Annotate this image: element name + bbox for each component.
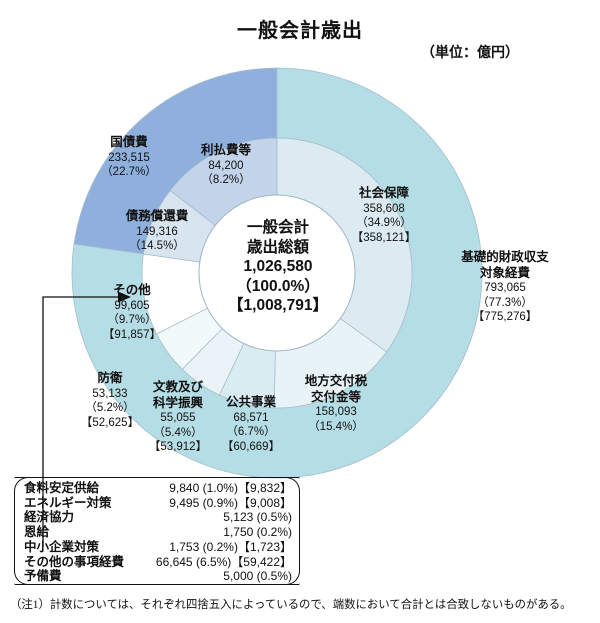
label-kisoteki-bracket: 【775,276】 — [472, 311, 538, 323]
legend-name: 食料安定供給 — [24, 481, 100, 495]
label-sonota-bracket: 【91,857】 — [102, 328, 162, 341]
label-chihou-percent: （15.4%） — [308, 420, 364, 433]
label-sonota-name: その他 — [113, 283, 151, 297]
legend-name: 予備費 — [24, 569, 62, 584]
label-bunkyou-value: 55,055 — [160, 412, 196, 424]
legend-row: エネルギー対策 9,495 (0.9%)【9,008】 — [24, 496, 292, 511]
label-sonota-percent: （9.7%） — [107, 314, 157, 326]
label-bouei-bracket: 【52,625】 — [80, 416, 140, 429]
legend-value: 9,840 (1.0%)【9,832】 — [169, 481, 292, 495]
label-sonota: その他 99,605 （9.7%） 【91,857】 — [88, 283, 176, 342]
center-line2: 歳出総額 — [246, 238, 309, 256]
center-hole — [198, 194, 356, 352]
legend-value: 66,645 (6.5%)【59,422】 — [155, 554, 292, 569]
label-koukyou-value: 68,571 — [233, 411, 269, 424]
legend-value: 1,750 (0.2%) — [223, 525, 292, 540]
legend-value: 5,123 (0.5%) — [223, 510, 292, 525]
legend-row: 経済協力 5,123 (0.5%) — [24, 510, 292, 525]
label-saimu-name: 債務償還費 — [125, 209, 189, 223]
legend-table: 食料安定供給 9,840 (1.0%)【9,832】 エネルギー対策 9,495… — [24, 481, 292, 584]
legend-value: 9,495 (0.9%)【9,008】 — [169, 495, 292, 510]
center-total-label: 一般会計 歳出総額 1,026,580 （100.0%） 【1,008,791】 — [192, 218, 364, 316]
legend-row: 恩給 1,750 (0.2%) — [24, 525, 292, 540]
label-shakaihosho-percent: （34.9%） — [356, 217, 412, 229]
label-shakaihosho-bracket: 【358,121】 — [351, 231, 417, 244]
legend-name: その他の事項経費 — [24, 554, 125, 569]
label-shakaihosho-name: 社会保障 — [358, 186, 409, 200]
footnote: （注1）計数については、それぞれ四捨五入によっているので、端数において合計とは合… — [10, 599, 572, 611]
legend-leader-line — [42, 291, 131, 547]
label-bunkyou: 文教及び 科学振興 55,055 （5.4%） 【53,912】 — [136, 380, 220, 455]
center-line1: 一般会計 — [246, 219, 309, 236]
legend-row: 食料安定供給 9,840 (1.0%)【9,832】 — [24, 481, 292, 496]
label-saimu: 債務償還費 149,316 （14.5%） — [104, 209, 210, 254]
label-kokusaihi-percent: （22.7%） — [101, 166, 157, 178]
label-koukyou-percent: （6.7%） — [226, 426, 276, 438]
unit-note: （単位：億円） — [421, 44, 519, 60]
label-sonota-value: 99,605 — [114, 299, 150, 312]
legend-name: エネルギー対策 — [24, 495, 112, 510]
label-kokusaihi-value: 233,515 — [108, 151, 150, 164]
legend-value: 1,753 (0.2%)【1,723】 — [169, 539, 292, 554]
label-chihou: 地方交付税 交付金等 158,093 （15.4%） — [282, 374, 390, 434]
label-chihou-name1: 地方交付税 — [304, 374, 368, 388]
label-shakaihosho-value: 358,608 — [363, 202, 405, 215]
label-bouei-value: 53,133 — [92, 387, 128, 400]
label-koukyou-bracket: 【60,669】 — [221, 440, 281, 453]
label-kisoteki-name2: 対象経費 — [479, 265, 530, 280]
center-amount: 1,026,580 — [243, 258, 313, 275]
legend-box — [14, 477, 300, 585]
label-bouei-name: 防衛 — [97, 371, 123, 385]
label-bunkyou-name1: 文教及び — [152, 380, 203, 394]
label-saimu-value: 149,316 — [136, 225, 178, 238]
center-bracket: 【1,008,791】 — [228, 297, 328, 314]
label-kisoteki-name1: 基礎的財政収支 — [461, 250, 549, 264]
legend-row: 中小企業対策 1,753 (0.2%)【1,723】 — [24, 540, 292, 555]
legend-name: 恩給 — [24, 525, 50, 540]
label-rifutsu-value: 84,200 — [208, 159, 244, 172]
page-title: 一般会計歳出 — [237, 20, 363, 42]
legend-row: 予備費 5,000 (0.5%) — [24, 569, 292, 584]
label-rifutsu-name: 利払費等 — [200, 143, 251, 157]
label-bunkyou-percent: （5.4%） — [153, 426, 203, 439]
legend-row: その他の事項経費 66,645 (6.5%)【59,422】 — [24, 555, 292, 570]
label-bunkyou-name2: 科学振興 — [152, 395, 203, 410]
label-bouei-percent: （5.2%） — [85, 402, 135, 414]
label-rifutsu-percent: （8.2%） — [201, 174, 251, 186]
label-bunkyou-bracket: 【53,912】 — [148, 441, 208, 453]
label-kisoteki: 基礎的財政収支 対象経費 793,065 （77.3%） 【775,276】 — [440, 250, 570, 325]
label-kokusaihi-name: 国債費 — [110, 135, 148, 149]
label-bouei: 防衛 53,133 （5.2%） 【52,625】 — [66, 371, 154, 430]
legend-name: 経済協力 — [24, 510, 75, 525]
label-koukyou: 公共事業 68,571 （6.7%） 【60,669】 — [207, 395, 295, 454]
label-koukyou-name: 公共事業 — [225, 395, 276, 409]
center-percent: （100.0%） — [236, 277, 320, 295]
label-kisoteki-value: 793,065 — [484, 282, 526, 294]
label-chihou-value: 158,093 — [315, 406, 357, 418]
label-chihou-name2: 交付金等 — [310, 389, 361, 404]
label-rifutsu: 利払費等 84,200 （8.2%） — [178, 143, 274, 188]
label-shakaihosho: 社会保障 358,608 （34.9%） 【358,121】 — [330, 186, 438, 245]
legend-value: 5,000 (0.5%) — [223, 569, 292, 584]
label-kokusaihi: 国債費 233,515 （22.7%） — [74, 135, 184, 180]
label-saimu-percent: （14.5%） — [129, 240, 185, 252]
label-kisoteki-percent: （77.3%） — [477, 296, 533, 309]
legend-name: 中小企業対策 — [24, 539, 100, 554]
